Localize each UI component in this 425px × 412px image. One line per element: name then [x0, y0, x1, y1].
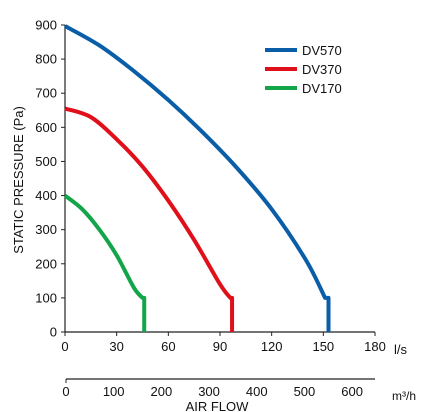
x2-tick-label: 200 [151, 384, 173, 399]
y-tick-label: 800 [35, 52, 57, 67]
y-tick-label: 400 [35, 188, 57, 203]
y-tick-label: 600 [35, 120, 57, 135]
x-tick-label: 0 [61, 339, 68, 354]
x2-tick-label: 300 [198, 384, 220, 399]
series-layer [63, 24, 331, 332]
x2-tick-label: 400 [246, 384, 268, 399]
x-tick-label: 150 [312, 339, 334, 354]
y-tick-label: 900 [35, 18, 57, 33]
legend-label-dv370: DV370 [302, 62, 342, 77]
y-tick-label: 300 [35, 222, 57, 237]
x-axis-unit-label: l/s [394, 342, 408, 357]
plot-axes [61, 24, 376, 383]
y-axis-label: STATIC PRESSURE (Pa) [11, 106, 26, 254]
series-line-dv370 [64, 106, 235, 332]
y-tick-label: 700 [35, 86, 57, 101]
x-tick-label: 90 [213, 339, 227, 354]
legend: DV570 DV370 DV170 [265, 43, 342, 96]
series-line-dv570 [64, 24, 331, 332]
x-tick-label: 180 [364, 339, 386, 354]
x-tick-label: 30 [109, 339, 123, 354]
y-tick-label: 500 [35, 154, 57, 169]
x2-tick-label: 500 [294, 384, 316, 399]
legend-label-dv570: DV570 [302, 43, 342, 58]
x2-tick-label: 100 [103, 384, 125, 399]
x2-tick-label: 0 [62, 384, 69, 399]
x2-axis-unit-label: m³/h [392, 389, 416, 403]
x-tick-label: 120 [261, 339, 283, 354]
x2-tick-label: 600 [341, 384, 363, 399]
x-axis-label: AIR FLOW [186, 399, 250, 412]
y-tick-label: 0 [50, 325, 57, 340]
y-tick-label: 100 [35, 290, 57, 305]
y-tick-label: 200 [35, 256, 57, 271]
series-line-dv170 [63, 193, 147, 332]
legend-label-dv170: DV170 [302, 81, 342, 96]
tick-labels: 0 100 200 300 400 500 600 700 800 900 0 30 60 90 120 15… [35, 18, 386, 400]
x-tick-label: 60 [161, 339, 175, 354]
